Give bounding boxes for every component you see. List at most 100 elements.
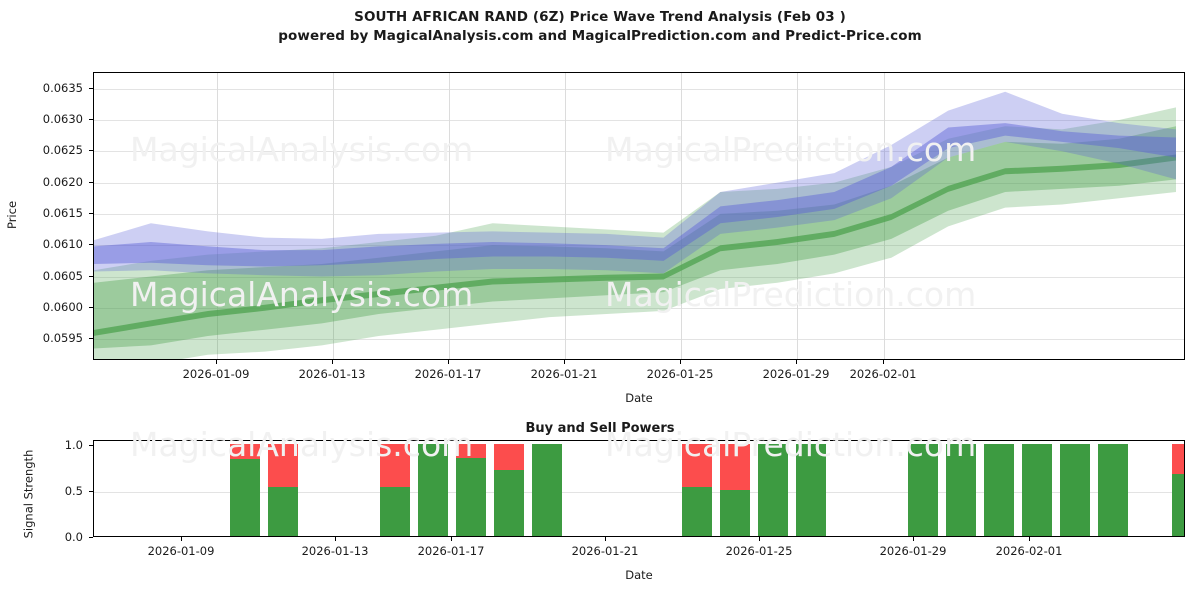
signal-bar [796, 443, 826, 536]
price-y-tick-label: 0.0600 [42, 299, 83, 314]
price-wave-chart [93, 72, 1185, 360]
price-gridline [94, 182, 1184, 184]
signal-x-tick-mark [1029, 537, 1030, 541]
signal-bar [1022, 443, 1052, 536]
signal-y-axis-title: Signal Strength [21, 449, 36, 539]
price-y-tick-mark [89, 244, 93, 246]
signal-x-tick-mark [335, 537, 336, 541]
price-y-tick-mark [89, 275, 93, 277]
signal-bar-buy-segment [720, 489, 750, 536]
signal-bar [1172, 443, 1184, 536]
price-gridline [94, 120, 1184, 121]
signal-bar [908, 443, 938, 536]
signal-bar [946, 443, 976, 536]
signal-x-tick-label: 2026-01-25 [725, 544, 793, 558]
signal-bar-buy-segment [1060, 443, 1090, 536]
signal-x-axis-title: Date [625, 568, 653, 582]
price-y-tick-label: 0.0610 [42, 237, 83, 252]
price-gridline [94, 213, 1184, 215]
price-vgridline [884, 73, 885, 359]
price-y-tick-label: 0.0615 [42, 205, 83, 220]
price-x-tick-mark [564, 360, 565, 364]
price-y-tick-label: 0.0620 [42, 174, 83, 189]
signal-bar-buy-segment [682, 487, 712, 536]
price-x-tick-mark [796, 360, 797, 364]
price-y-tick-mark [89, 212, 93, 214]
signal-y-tick-label: 1.0 [64, 437, 83, 452]
signal-bar-buy-segment [456, 457, 486, 536]
price-x-tick-label: 2026-01-17 [414, 367, 482, 381]
price-y-tick-mark [89, 181, 93, 183]
page-title: SOUTH AFRICAN RAND (6Z) Price Wave Trend… [354, 9, 846, 25]
price-y-tick-mark [89, 150, 93, 152]
signal-x-tick-mark [913, 537, 914, 541]
price-wave-bands [94, 91, 1176, 359]
signal-bar [758, 443, 788, 536]
signal-y-tick-label: 0.0 [64, 530, 83, 544]
signal-bar [720, 443, 750, 536]
signal-bar-buy-segment [1172, 474, 1184, 536]
signal-x-tick-label: 2026-02-01 [995, 544, 1063, 558]
signal-bar-buy-segment [268, 487, 298, 536]
price-vgridline [449, 73, 450, 359]
price-gridline [94, 339, 1184, 341]
signal-bar [984, 443, 1014, 536]
price-x-tick-label: 2026-01-21 [530, 367, 598, 381]
price-y-tick-label: 0.0625 [42, 143, 83, 158]
price-y-tick-mark [89, 87, 93, 89]
signal-bar [230, 443, 260, 536]
price-y-tick-mark [89, 119, 93, 120]
signal-bar [532, 443, 562, 536]
signal-bar-buy-segment [1098, 443, 1128, 536]
price-y-tick-mark [89, 338, 93, 340]
price-x-tick-label: 2026-01-09 [182, 367, 250, 381]
price-x-tick-label: 2026-01-29 [762, 367, 830, 381]
signal-x-tick-mark [451, 537, 452, 541]
price-x-tick-mark [883, 360, 884, 364]
signal-bar [1098, 443, 1128, 536]
price-vgridline [797, 73, 798, 359]
signal-bar-buy-segment [532, 443, 562, 536]
signal-x-tick-label: 2026-01-09 [147, 544, 215, 558]
green-core-line [94, 154, 1176, 336]
signal-bar-buy-segment [418, 443, 448, 536]
signal-gridline [94, 491, 1184, 493]
title-block: SOUTH AFRICAN RAND (6Z) Price Wave Trend… [0, 8, 1200, 46]
price-y-tick-label: 0.0630 [42, 112, 83, 126]
price-x-tick-mark [332, 360, 333, 364]
signal-bar [268, 443, 298, 536]
signal-x-tick-mark [759, 537, 760, 541]
price-vgridline [217, 73, 218, 359]
price-y-tick-label: 0.0605 [42, 268, 83, 283]
signal-x-tick-mark [181, 537, 182, 541]
signal-y-tick-mark [89, 444, 93, 446]
signal-bar-buy-segment [230, 459, 260, 536]
signal-bar-buy-segment [984, 443, 1014, 536]
signal-bar-buy-segment [1022, 443, 1052, 536]
price-x-tick-mark [448, 360, 449, 364]
signal-bar-buy-segment [796, 443, 826, 536]
signal-y-tick-mark [89, 490, 93, 492]
price-vgridline [333, 73, 334, 359]
price-x-tick-label: 2026-01-25 [646, 367, 714, 381]
signal-chart-title: Buy and Sell Powers [525, 421, 675, 436]
price-vgridline [565, 73, 566, 359]
signal-x-tick-label: 2026-01-21 [571, 544, 639, 558]
price-vgridline [681, 73, 682, 359]
signal-bar-buy-segment [494, 469, 524, 536]
price-gridline [94, 307, 1184, 309]
price-y-tick-mark [89, 306, 93, 308]
signal-x-tick-label: 2026-01-13 [301, 544, 369, 558]
signal-bar [418, 443, 448, 536]
signal-y-tick-mark [89, 537, 93, 538]
signal-x-tick-label: 2026-01-29 [879, 544, 947, 558]
buy-sell-powers-chart [93, 440, 1185, 537]
blue-core-band [94, 123, 1176, 267]
page-subtitle: powered by MagicalAnalysis.com and Magic… [278, 28, 922, 44]
signal-bar [380, 443, 410, 536]
price-gridline [94, 88, 1184, 90]
price-x-tick-mark [680, 360, 681, 364]
signal-bar-buy-segment [908, 443, 938, 536]
price-gridline [94, 151, 1184, 153]
